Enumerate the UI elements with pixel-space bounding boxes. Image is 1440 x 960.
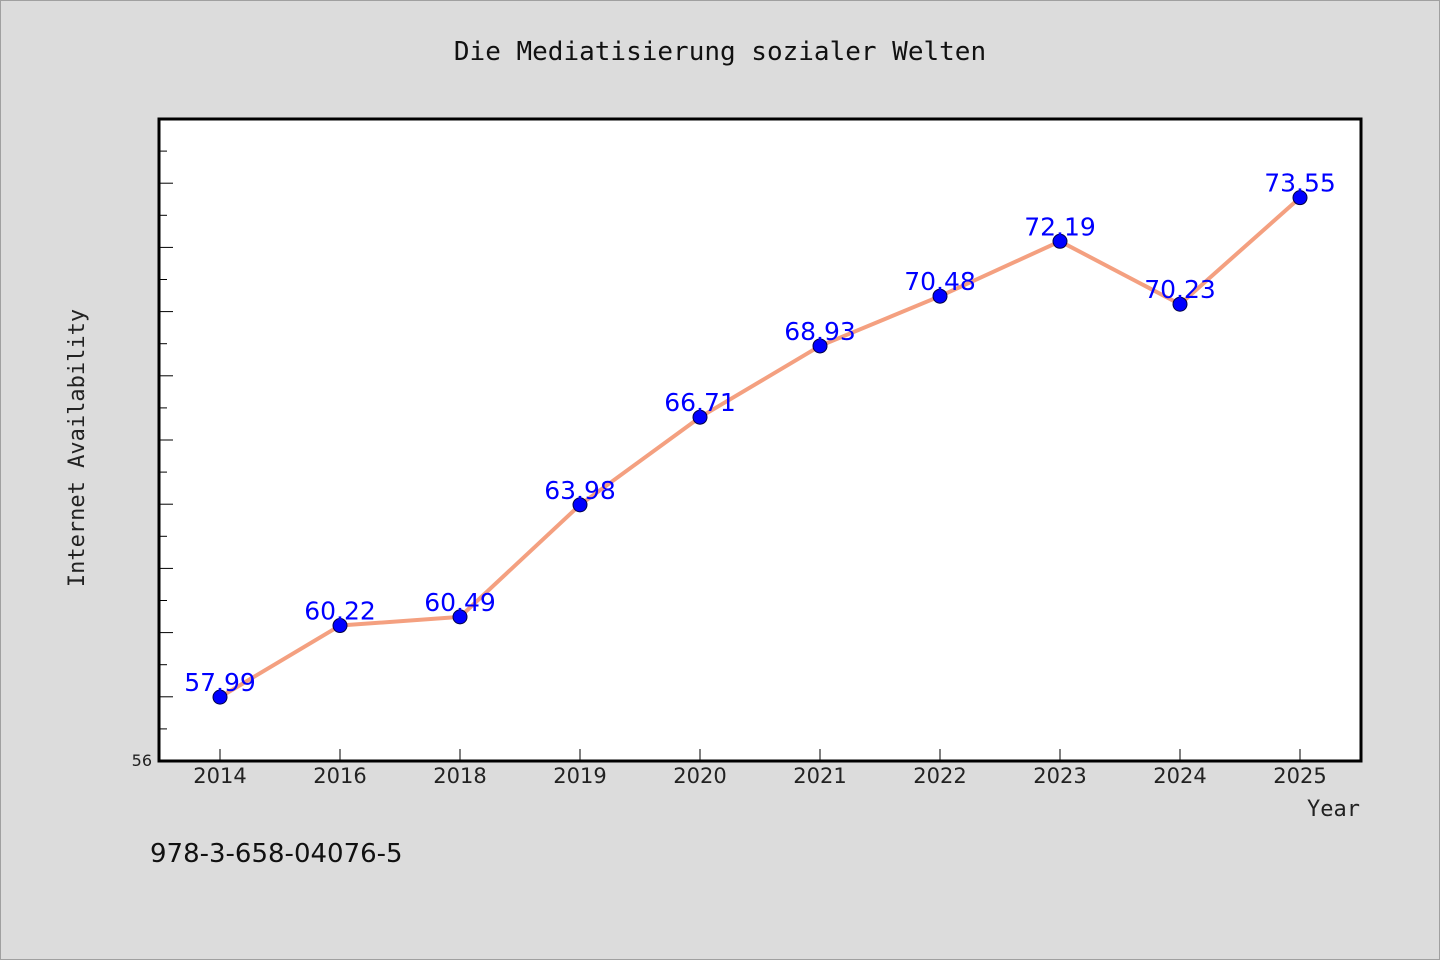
y-axis-min-label: 56 [132, 751, 152, 770]
data-label: 72.19 [1024, 212, 1096, 241]
data-point [212, 689, 228, 705]
chart-title: Die Mediatisierung sozialer Welten [454, 37, 986, 67]
data-label: 68.93 [784, 317, 856, 346]
x-tick-label: 2020 [673, 764, 726, 788]
data-label: 70.23 [1144, 275, 1216, 304]
data-point [1052, 233, 1068, 249]
data-label: 60.49 [424, 588, 496, 617]
data-point [692, 409, 708, 425]
data-label: 57.99 [184, 668, 256, 697]
data-point [572, 497, 588, 513]
data-point [812, 338, 828, 354]
data-label: 70.48 [904, 267, 976, 296]
data-label: 73.55 [1264, 169, 1336, 198]
x-tick-label: 2021 [793, 764, 846, 788]
series-markers [212, 190, 1308, 705]
x-tick-label: 2019 [553, 764, 606, 788]
data-label: 66.71 [664, 388, 736, 417]
x-axis-ticks: 2014 2016 2018 2019 2020 2021 2022 2023 2024 2025 [193, 749, 1327, 788]
isbn-text: 978-3-658-04076-5 [150, 839, 403, 869]
data-point [452, 609, 468, 625]
plot-area [157, 117, 1363, 763]
data-point [1172, 296, 1188, 312]
x-axis-label: Year [1307, 797, 1360, 822]
y-axis-ticks [159, 150, 173, 730]
series-line [218, 195, 1302, 700]
data-point [1292, 190, 1308, 206]
data-point [332, 618, 348, 634]
x-tick-label: 2024 [1153, 764, 1206, 788]
x-tick-label: 2018 [433, 764, 486, 788]
data-label: 60.22 [304, 597, 376, 626]
x-tick-label: 2014 [193, 764, 246, 788]
x-tick-label: 2023 [1033, 764, 1086, 788]
x-tick-label: 2022 [913, 764, 966, 788]
y-axis-label: Internet Availability [65, 309, 90, 587]
data-labels: 57.99 60.22 60.49 63.98 66.71 68.93 70.48 72.19… [184, 169, 1336, 697]
x-tick-label: 2016 [313, 764, 366, 788]
x-tick-label: 2025 [1273, 764, 1326, 788]
data-label: 63.98 [544, 476, 616, 505]
series-line-group [218, 195, 1302, 700]
data-point [932, 288, 948, 304]
